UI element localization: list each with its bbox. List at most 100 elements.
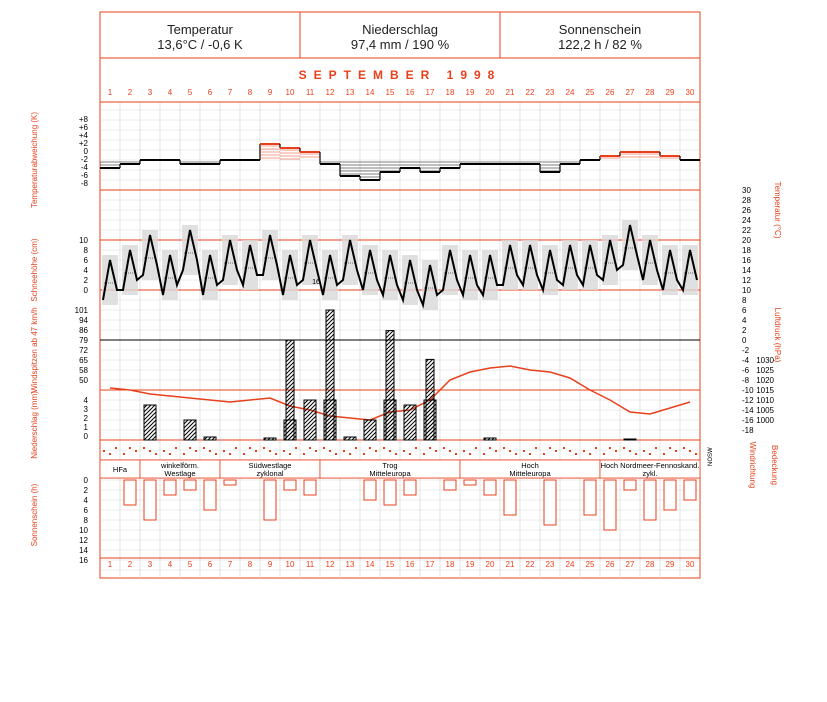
sunshine-bar [383,479,397,506]
snow-tick: 0 [84,286,89,295]
sunshine-tick: 0 [84,476,89,485]
wind-direction-dot [183,453,185,455]
wind-direction-dot [395,453,397,455]
wind-direction-dot [229,453,231,455]
month-title: SEPTEMBER 1998 [299,68,502,82]
day-tick-label: 5 [188,560,193,569]
wind-direction-dot [209,450,211,452]
precip-bar [183,419,197,441]
temperature-line [102,224,698,309]
temperature-tick: 14 [742,266,751,275]
day-tick-label: 22 [526,88,535,97]
day-tick-label: 6 [208,560,213,569]
wind-direction-dot [375,450,377,452]
temp-anomaly-tick: -2 [81,155,89,164]
weather-type-label: winkelförm. [160,461,199,470]
wind-direction-dot [635,453,637,455]
wind-direction-dot [323,447,325,449]
wind-direction-dot [143,447,145,449]
wind-direction-dot [269,450,271,452]
wind-direction-dot [583,450,585,452]
day-tick-label: 24 [566,560,575,569]
wind-direction-dot [369,447,371,449]
header-temperature-title: Temperatur [167,22,233,37]
wind-direction-dot [489,447,491,449]
day-tick-label: 27 [626,560,635,569]
wind-direction-dot [249,447,251,449]
temp-anomaly-tick: -6 [81,171,89,180]
wind-direction-dot [343,450,345,452]
weather-type-label: zyklonal [256,469,283,478]
temperature-tick: -10 [742,386,754,395]
right-axis-title: Bedeckung [770,445,779,485]
precip-bar [143,404,157,441]
day-tick-label: 13 [346,88,355,97]
sunshine-bar [223,479,237,486]
wind-direction-dot [689,450,691,452]
temp-anomaly-tick: 0 [84,147,89,156]
wind-direction-dot [475,447,477,449]
day-tick-label: 30 [686,560,695,569]
day-tick-label: 29 [666,560,675,569]
day-tick-label: 10 [286,88,295,97]
winddir-tick: NOSW [708,447,714,466]
wind-direction-dot [643,450,645,452]
day-tick-label: 18 [446,560,455,569]
wind-direction-dot [295,447,297,449]
day-tick-label: 25 [586,88,595,97]
wind-tick: 50 [79,376,88,385]
temperature-tick: 8 [742,296,747,305]
sunshine-tick: 2 [84,486,89,495]
precip-tick: 2 [84,414,89,423]
temp-anomaly-tick: +6 [79,123,89,132]
snow-tick: 10 [79,236,88,245]
sunshine-tick: 16 [79,556,88,565]
snow-tick: 6 [84,256,89,265]
wind-direction-dot [423,453,425,455]
wind-direction-dot [223,450,225,452]
day-tick-label: 6 [208,88,213,97]
temperature-range-bar [562,240,578,290]
precip-bar [383,399,397,441]
pressure-tick: 1005 [756,406,774,415]
day-tick-label: 20 [486,88,495,97]
precip-bar [623,438,637,441]
precip-tick: 1 [84,423,89,432]
day-tick-label: 16 [406,560,415,569]
temperature-range-bar [202,250,218,300]
wind-direction-dot [383,447,385,449]
temperature-range-bar [522,240,538,290]
wind-direction-dot [495,450,497,452]
wind-direction-dot [355,447,357,449]
wind-direction-dot [189,447,191,449]
wind-direction-dot [429,447,431,449]
wind-tick: 65 [79,356,88,365]
temperature-range-bar [442,245,458,295]
day-tick-label: 4 [168,560,173,569]
wind-direction-dot [503,447,505,449]
temp-anomaly-tick: -4 [81,163,89,172]
precip-bar [203,436,217,441]
temperature-tick: -18 [742,426,754,435]
temp-anomaly-tick: +4 [79,131,89,140]
day-tick-label: 22 [526,560,535,569]
sunshine-bar [143,479,157,521]
temperature-range-bar [302,235,318,285]
wind-direction-dot [109,453,111,455]
temperature-range-bar [582,240,598,290]
day-tick-label: 15 [386,560,395,569]
wind-direction-dot [235,447,237,449]
day-tick-label: 24 [566,88,575,97]
axis-labels: 1 2 3 4 5 6 7 8 9 10 11 12 13 14 15 16 17 18 19 20 21 22 23 24 2… [30,88,782,569]
sunshine-bar [643,479,657,521]
precip-bar [403,404,417,441]
wind-direction-dot [569,450,571,452]
pressure-tick: 1000 [756,416,774,425]
temperature-range-bar [122,245,138,295]
weather-type-label: Westlage [164,469,195,478]
wind-direction-dot [243,453,245,455]
temperature-range-bar [262,230,278,280]
wind-direction-dot [589,453,591,455]
wind-direction-dot [669,447,671,449]
day-tick-label: 5 [188,88,193,97]
